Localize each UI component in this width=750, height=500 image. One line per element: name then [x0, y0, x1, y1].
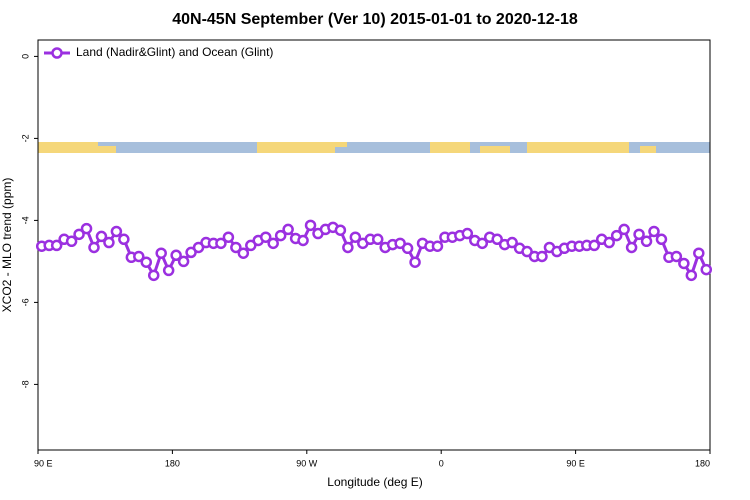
- data-point: [655, 233, 668, 246]
- data-point: [147, 269, 160, 282]
- data-point: [678, 257, 690, 270]
- legend-marker: [51, 47, 63, 59]
- x-tick-label: 180: [695, 458, 710, 468]
- data-point: [506, 236, 518, 249]
- data-point: [237, 247, 250, 259]
- data-point: [401, 242, 414, 255]
- land-band: [640, 146, 656, 153]
- data-point: [603, 236, 615, 249]
- data-point: [88, 241, 100, 254]
- data-point: [685, 269, 698, 282]
- data-point: [334, 224, 347, 236]
- data-point: [95, 230, 108, 243]
- data-point: [133, 250, 145, 263]
- land-band: [527, 142, 629, 153]
- y-tick-label: -2: [20, 134, 30, 142]
- x-tick-label: 90 E: [566, 458, 585, 468]
- data-point: [700, 263, 713, 276]
- data-point: [304, 219, 317, 232]
- land-ocean-strip: [38, 142, 710, 153]
- chart-title: 40N-45N September (Ver 10) 2015-01-01 to…: [172, 11, 578, 28]
- data-point: [588, 239, 601, 252]
- x-axis-label: Longitude (deg E): [327, 475, 422, 489]
- data-point: [155, 247, 167, 259]
- land-band: [480, 146, 510, 153]
- data-point: [461, 227, 474, 240]
- y-tick-label: -4: [20, 216, 30, 224]
- data-point: [625, 241, 638, 254]
- land-band: [98, 146, 116, 153]
- data-point: [297, 234, 309, 247]
- data-point: [215, 237, 227, 250]
- y-tick-label: 0: [20, 54, 30, 59]
- data-point: [536, 250, 548, 263]
- data-point: [162, 264, 175, 277]
- data-point: [349, 231, 362, 243]
- data-point: [371, 233, 384, 246]
- data-point: [110, 225, 123, 238]
- ocean-band: [38, 142, 710, 153]
- land-band: [38, 142, 98, 153]
- data-point: [222, 231, 235, 243]
- data-point: [118, 233, 130, 246]
- land-band: [335, 142, 347, 147]
- data-point: [50, 239, 63, 252]
- data-point: [274, 229, 287, 242]
- data-point: [259, 231, 272, 243]
- data-point: [409, 256, 421, 268]
- data-point: [491, 233, 503, 246]
- data-point: [230, 241, 242, 254]
- data-point: [140, 256, 153, 268]
- data-point: [282, 223, 294, 236]
- data-point: [431, 240, 444, 252]
- data-point: [670, 250, 683, 263]
- data-point: [610, 229, 623, 242]
- land-band: [257, 142, 335, 153]
- data-point: [618, 223, 630, 236]
- x-tick-label: 90 E: [34, 458, 53, 468]
- x-tick-label: 180: [165, 458, 180, 468]
- data-point: [65, 235, 78, 248]
- x-tick-label: 90 W: [296, 458, 318, 468]
- y-axis-label: XCO2 - MLO trend (ppm): [0, 178, 14, 313]
- data-point: [170, 249, 182, 261]
- series-line: [41, 222, 708, 279]
- x-tick-label: 0: [439, 458, 444, 468]
- data-point: [633, 228, 645, 241]
- y-tick-label: -8: [20, 380, 30, 388]
- land-band: [430, 142, 470, 153]
- data-point: [267, 237, 279, 250]
- data-point: [177, 255, 190, 268]
- data-point: [103, 236, 115, 249]
- data-point: [693, 247, 705, 259]
- data-point: [342, 241, 354, 254]
- data-point: [640, 235, 653, 248]
- y-tick-label: -6: [20, 298, 30, 306]
- data-point: [73, 228, 85, 241]
- legend-text: Land (Nadir&Glint) and Ocean (Glint): [76, 45, 273, 59]
- data-point: [476, 237, 489, 250]
- data-point: [80, 222, 93, 235]
- data-point: [648, 225, 660, 238]
